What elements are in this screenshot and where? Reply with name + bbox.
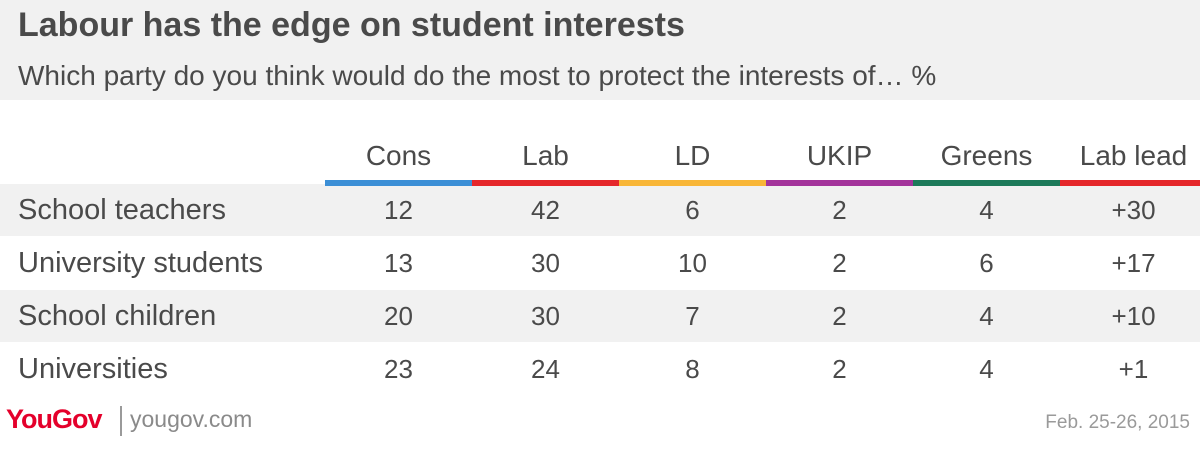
table-cell: 10 [678, 248, 707, 278]
site-link[interactable]: yougov.com [130, 406, 253, 432]
table-cell: 4 [979, 354, 994, 384]
yougov-logo[interactable]: YouGov [6, 404, 103, 434]
table-cell: 2 [832, 248, 847, 278]
column-header: LD [674, 140, 711, 171]
table-cell: 12 [384, 195, 413, 225]
table-cell: 20 [384, 301, 413, 331]
row-label: Universities [18, 353, 168, 385]
column-color-bar [619, 180, 766, 186]
header-band: Labour has the edge on student interests… [0, 0, 1200, 100]
column-color-bar [325, 180, 472, 186]
table-cell: 2 [832, 354, 847, 384]
table-cell: 7 [685, 301, 700, 331]
table-cell: 13 [384, 248, 413, 278]
footer: YouGov yougov.com Feb. 25-26, 2015 [0, 400, 1200, 440]
row-label: School teachers [18, 194, 226, 226]
table-cell: 4 [979, 301, 994, 331]
column-header: Lab lead [1079, 140, 1188, 171]
chart-title: Labour has the edge on student interests [18, 6, 685, 44]
row-label: University students [18, 247, 263, 279]
table-cell: +30 [1111, 195, 1156, 225]
column-color-bar [1060, 180, 1200, 186]
column-header: Cons [365, 140, 432, 171]
table-cell: 30 [531, 301, 560, 331]
table-cell: +10 [1111, 301, 1156, 331]
table-cell: 8 [685, 354, 700, 384]
table-cell: 23 [384, 354, 413, 384]
table-cell: 2 [832, 301, 847, 331]
table-cell: 4 [979, 195, 994, 225]
column-color-bar [472, 180, 619, 186]
chart-subtitle: Which party do you think would do the mo… [18, 60, 937, 91]
table-cell: +17 [1111, 248, 1156, 278]
table-cell: 24 [531, 354, 560, 384]
column-header: UKIP [806, 140, 873, 171]
row-label: School children [18, 300, 217, 332]
table-row [0, 290, 1200, 342]
table-cell: +1 [1118, 354, 1149, 384]
column-color-bar [913, 180, 1060, 186]
footer-divider [120, 406, 122, 436]
table-cell: 42 [531, 195, 560, 225]
column-color-bar [766, 180, 913, 186]
table-cell: 2 [832, 195, 847, 225]
table-row [0, 184, 1200, 236]
fieldwork-date: Feb. 25-26, 2015 [1045, 412, 1190, 433]
column-header: Greens [940, 140, 1033, 171]
table-cell: 6 [685, 195, 700, 225]
table-cell: 6 [979, 248, 994, 278]
table-cell: 30 [531, 248, 560, 278]
column-header: Lab [522, 140, 569, 171]
